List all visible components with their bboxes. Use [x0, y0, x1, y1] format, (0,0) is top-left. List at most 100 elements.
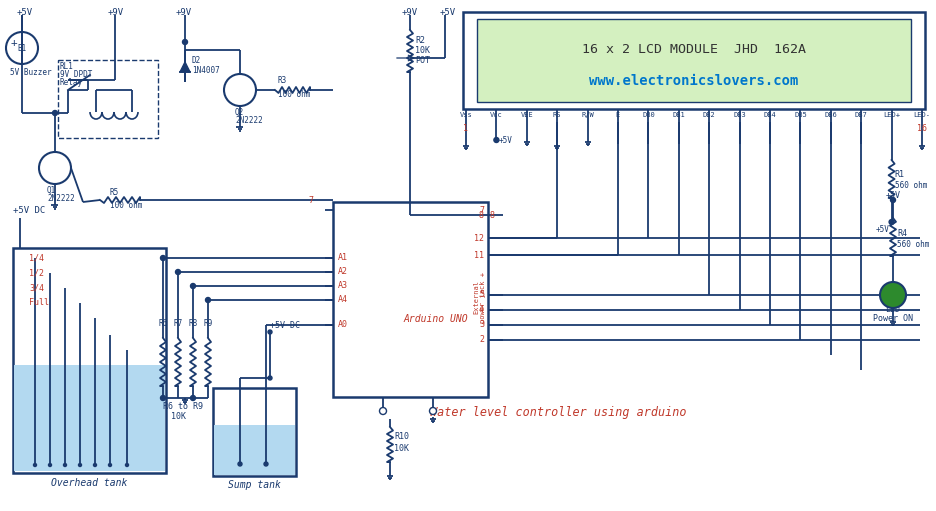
Text: 5V Buzzer: 5V Buzzer [10, 68, 51, 77]
Text: LED: LED [885, 305, 900, 314]
Text: A2: A2 [338, 267, 348, 276]
Bar [213, 388, 296, 476]
Text: 3/4: 3/4 [29, 284, 44, 292]
Circle shape [494, 137, 499, 143]
Circle shape [125, 463, 128, 467]
Text: Full: Full [29, 298, 49, 308]
Circle shape [268, 376, 272, 380]
Text: R4: R4 [897, 228, 907, 238]
Text: 2N2222: 2N2222 [47, 194, 75, 203]
Text: VEE: VEE [520, 112, 534, 118]
Text: 3: 3 [479, 320, 484, 330]
Text: R7: R7 [173, 319, 183, 328]
Circle shape [264, 462, 268, 466]
Text: 11: 11 [474, 250, 484, 260]
Circle shape [64, 463, 66, 467]
Text: 10K: 10K [394, 445, 409, 453]
Circle shape [109, 463, 111, 467]
Text: Vss: Vss [460, 112, 473, 118]
Text: +5V: +5V [17, 8, 33, 17]
Text: E: E [616, 112, 621, 118]
Text: 10K: 10K [415, 45, 430, 55]
Text: 1/2: 1/2 [29, 268, 44, 277]
Text: 2N2222: 2N2222 [235, 116, 263, 125]
Circle shape [183, 39, 187, 44]
Text: 12: 12 [474, 234, 484, 243]
Text: A3: A3 [338, 282, 348, 290]
Circle shape [206, 297, 211, 303]
Text: 8: 8 [479, 211, 484, 220]
Circle shape [191, 396, 196, 401]
Circle shape [890, 197, 896, 202]
Text: +: + [10, 38, 18, 48]
Text: R/W: R/W [581, 112, 594, 118]
Text: 100 ohm: 100 ohm [278, 89, 311, 99]
Circle shape [160, 396, 166, 401]
Text: 8: 8 [490, 211, 495, 220]
Text: 1: 1 [463, 124, 469, 133]
Text: Q1: Q1 [47, 186, 56, 195]
Text: DB6: DB6 [825, 112, 837, 118]
Circle shape [52, 110, 57, 115]
Circle shape [175, 269, 181, 274]
Bar [477, 19, 911, 102]
Text: 100 ohm: 100 ohm [110, 200, 142, 210]
Text: A1: A1 [338, 253, 348, 263]
Text: Sump tank: Sump tank [228, 480, 281, 490]
Text: +9V: +9V [402, 8, 418, 17]
Text: +9V: +9V [176, 8, 192, 17]
Text: Vcc: Vcc [490, 112, 503, 118]
Text: 10K: 10K [171, 412, 186, 421]
Polygon shape [180, 62, 190, 72]
Text: 5: 5 [479, 290, 484, 299]
Text: R2: R2 [415, 35, 425, 44]
Text: 7: 7 [308, 196, 313, 204]
Bar [58, 60, 158, 138]
Text: DB2: DB2 [703, 112, 715, 118]
Circle shape [430, 407, 436, 414]
Text: 16: 16 [917, 124, 927, 133]
Bar [333, 202, 488, 397]
Text: 16 x 2 LCD MODULE  JHD  162A: 16 x 2 LCD MODULE JHD 162A [582, 42, 806, 56]
Text: 1N4007: 1N4007 [192, 65, 220, 75]
Text: www.electronicslovers.com: www.electronicslovers.com [590, 74, 798, 88]
Text: DB1: DB1 [672, 112, 685, 118]
Circle shape [79, 463, 81, 467]
Text: R10: R10 [394, 432, 409, 442]
Text: 9V DPDT: 9V DPDT [60, 70, 93, 79]
Bar [214, 425, 295, 475]
Text: LED-: LED- [914, 112, 930, 118]
Text: LED+: LED+ [883, 112, 900, 118]
Bar [463, 12, 925, 109]
Text: R9: R9 [203, 319, 212, 328]
Text: POT: POT [415, 56, 430, 64]
Text: +5V DC: +5V DC [270, 321, 300, 331]
Circle shape [191, 284, 196, 289]
Circle shape [880, 282, 906, 308]
Circle shape [379, 407, 387, 414]
Text: RS: RS [553, 112, 562, 118]
Text: B1: B1 [18, 43, 26, 53]
Circle shape [268, 330, 272, 334]
Text: A4: A4 [338, 295, 348, 305]
Text: DB5: DB5 [794, 112, 807, 118]
Text: Water level controller using arduino: Water level controller using arduino [430, 406, 686, 419]
Text: D2: D2 [192, 56, 201, 64]
Text: A0: A0 [338, 320, 348, 330]
Circle shape [49, 463, 51, 467]
Text: Q2: Q2 [235, 108, 244, 117]
Text: +5V: +5V [440, 8, 456, 17]
Text: RL1: RL1 [60, 62, 74, 71]
Text: 7: 7 [479, 205, 484, 215]
Circle shape [889, 220, 894, 224]
Bar [13, 248, 166, 473]
Text: 1/4: 1/4 [29, 253, 44, 263]
Text: +9V: +9V [108, 8, 124, 17]
Text: 560 ohm: 560 ohm [897, 240, 929, 248]
Text: External
power jack +: External power jack + [474, 272, 487, 323]
Text: DB0: DB0 [642, 112, 655, 118]
Text: R6: R6 [158, 319, 168, 328]
Circle shape [94, 463, 96, 467]
Text: +5V: +5V [498, 135, 512, 145]
Bar [14, 365, 165, 471]
